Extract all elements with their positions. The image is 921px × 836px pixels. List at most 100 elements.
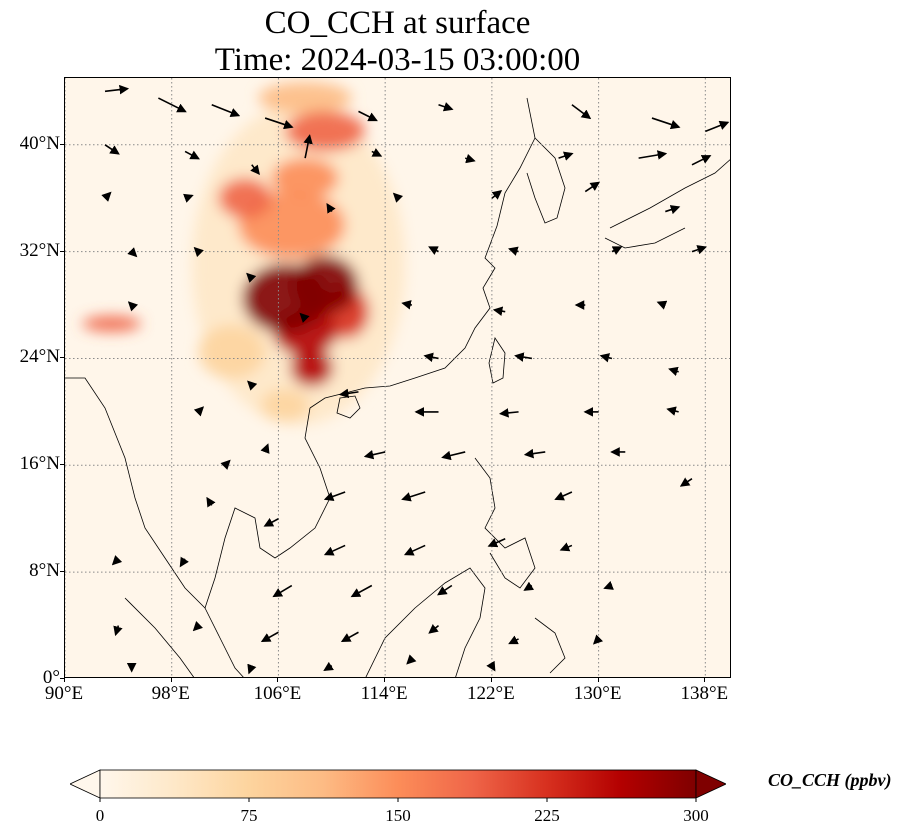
x-tick-label: 122°E xyxy=(467,683,515,704)
wind-arrow xyxy=(554,491,573,501)
wind-arrow xyxy=(486,660,496,672)
wind-arrow xyxy=(558,151,574,161)
colorbar-tick-label: 75 xyxy=(240,806,258,825)
wind-arrow xyxy=(691,155,712,166)
wind-arrow xyxy=(363,450,386,460)
wind-arrow xyxy=(246,272,257,283)
x-tick-label: 90°E xyxy=(44,683,84,704)
coastline-china xyxy=(309,97,536,409)
wind-arrow xyxy=(299,312,310,323)
wind-arrow xyxy=(498,408,519,418)
plume-beibu-haze xyxy=(261,389,310,422)
wind-arrow xyxy=(571,104,592,120)
colorbar xyxy=(70,769,726,802)
x-tick-mark xyxy=(490,678,492,682)
colorbar-tick-label: 225 xyxy=(534,806,560,825)
wind-arrow xyxy=(392,192,404,203)
plume-ningxia-plume xyxy=(271,158,339,199)
wind-arrow xyxy=(220,459,231,470)
wind-arrow xyxy=(668,366,679,377)
wind-arrow xyxy=(651,117,681,130)
plume-inner-mongolia-plume xyxy=(285,111,366,152)
x-tick-mark xyxy=(384,678,386,682)
y-tick-mark xyxy=(60,250,64,252)
wind-arrow xyxy=(264,117,294,130)
wind-arrow xyxy=(323,544,346,556)
plume-gansu-plume xyxy=(218,178,272,219)
y-tick-label: 16°N xyxy=(19,453,60,475)
wind-arrow xyxy=(401,491,426,502)
x-tick-mark xyxy=(704,678,706,682)
wind-arrow xyxy=(326,202,336,214)
wind-arrow xyxy=(491,190,503,200)
colorbar-title: CO_CCH (ppbv) xyxy=(768,770,892,790)
wind-arrow xyxy=(638,150,668,160)
wind-arrow xyxy=(111,555,123,566)
wind-arrow xyxy=(193,406,205,417)
plume-guangxi-plume xyxy=(290,349,334,387)
wind-arrow xyxy=(260,443,270,454)
wind-arrow xyxy=(184,150,200,160)
y-tick-mark xyxy=(60,571,64,573)
colorbar-gradient xyxy=(99,769,697,799)
plume-yunnan-haze xyxy=(198,325,266,379)
colorbar-ticks xyxy=(99,798,697,802)
coastline-philippines xyxy=(474,457,536,589)
wind-arrow xyxy=(599,353,613,363)
x-tick-label: 106°E xyxy=(253,683,302,704)
y-tick-label: 0° xyxy=(42,667,60,688)
wind-arrow xyxy=(101,191,112,202)
coastline-sumatra xyxy=(124,597,195,677)
map-title: CO_CCH at surface xyxy=(264,5,531,41)
wind-arrow xyxy=(691,245,707,255)
wind-arrow xyxy=(323,491,346,501)
wind-arrow xyxy=(514,352,533,362)
x-tick-mark xyxy=(170,678,172,682)
x-tick-mark xyxy=(277,678,279,682)
wind-arrow xyxy=(464,153,476,164)
wind-arrow xyxy=(401,300,412,310)
x-tick-label: 138°E xyxy=(680,683,729,704)
wind-arrow xyxy=(492,306,506,316)
wind-arrow xyxy=(523,448,546,459)
wind-arrow xyxy=(193,246,204,258)
x-tick-mark xyxy=(597,678,599,682)
y-tick-label: 40°N xyxy=(19,132,60,154)
coastline-borneo xyxy=(365,567,486,677)
coastline-sulawesi xyxy=(534,617,566,674)
wind-arrow xyxy=(206,496,216,508)
wind-arrow xyxy=(247,380,258,391)
colorbar-tick-label: 150 xyxy=(385,806,411,825)
plume-sichuan-basin-core xyxy=(242,263,328,334)
x-tick-label: 114°E xyxy=(360,683,408,704)
wind-arrow xyxy=(603,580,614,590)
x-tick-mark xyxy=(64,678,65,682)
x-tick-label: 130°E xyxy=(573,683,622,704)
map-plot-area xyxy=(64,77,731,678)
wind-arrow xyxy=(611,246,623,255)
wind-arrow xyxy=(358,110,378,122)
y-tick-label: 32°N xyxy=(19,239,60,261)
wind-arrow xyxy=(523,581,535,591)
map-canvas xyxy=(65,78,730,677)
wind-arrow xyxy=(303,134,313,159)
coastline-indochina xyxy=(65,377,331,609)
wind-arrow xyxy=(437,584,453,596)
wind-arrow xyxy=(508,635,519,645)
wind-arrow xyxy=(338,388,359,399)
coastline-hainan xyxy=(336,395,361,419)
y-tick-label: 8°N xyxy=(29,560,60,582)
wind-arrow xyxy=(179,556,189,568)
wind-arrow xyxy=(263,517,279,527)
wind-arrow xyxy=(406,654,417,665)
plume-northern-band xyxy=(258,82,352,115)
y-tick-mark xyxy=(60,464,64,466)
wind-arrow xyxy=(508,246,519,256)
wind-arrow xyxy=(441,450,466,461)
wind-arrow xyxy=(127,301,139,312)
y-tick-mark xyxy=(60,678,64,679)
wind-arrow xyxy=(250,164,260,176)
wind-arrow xyxy=(705,120,730,133)
wind-arrow xyxy=(679,477,693,487)
wind-arrow xyxy=(260,631,279,643)
